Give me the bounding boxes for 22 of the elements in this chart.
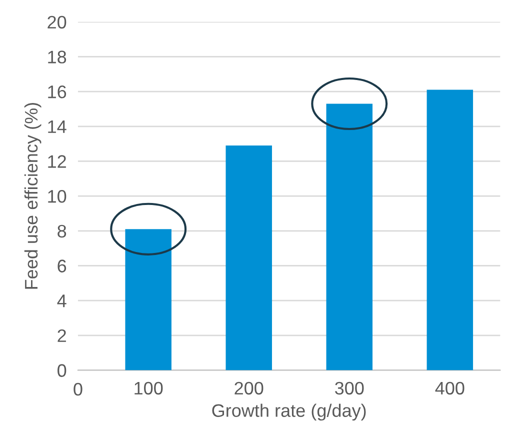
bar [326,104,373,370]
y-tick-label: 20 [48,16,66,29]
y-tick-label: 10 [48,190,66,203]
y-tick-label: 0 [58,364,66,377]
bar [125,229,172,370]
y-tick-label: 12 [48,155,66,168]
bar [226,146,272,370]
y-tick-label: 8 [58,224,66,238]
x-tick-label: 100 [134,382,163,395]
x-tick-label: 200 [234,382,264,395]
x-tick-label: 300 [335,382,364,395]
y-axis-title: Feed use efficiency (%) [24,102,42,289]
y-tick-label: 4 [57,294,66,308]
bar [426,90,474,370]
x-tick-label: 400 [435,382,464,395]
x-axis-title: Growth rate (g/day) [212,404,366,421]
y-tick-label: 16 [48,85,66,98]
y-tick-label: 18 [48,50,66,64]
text: 0 [74,382,82,396]
y-tick-label: 6 [58,260,66,272]
y-tick-label: 14 [48,120,66,133]
y-tick-label: 2 [58,329,66,342]
